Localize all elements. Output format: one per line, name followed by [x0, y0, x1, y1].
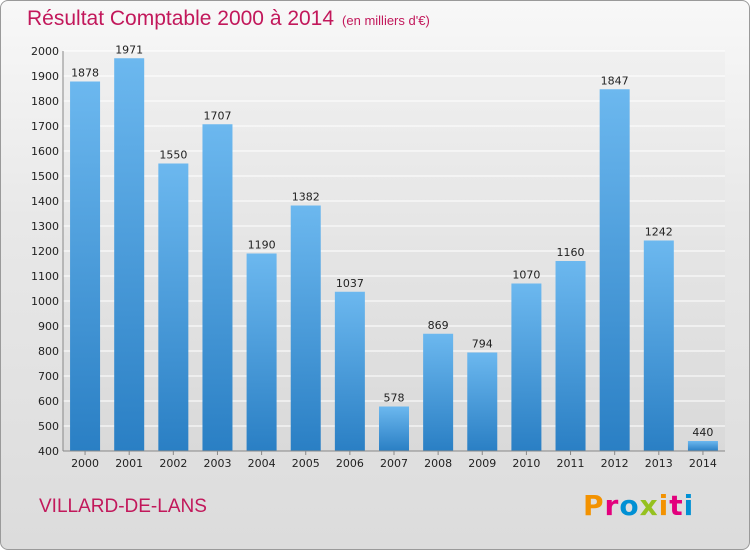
logo-letter: i — [658, 489, 670, 522]
x-tick-label: 2000 — [71, 457, 99, 470]
bar-2014[interactable] — [687, 441, 718, 451]
x-tick-label: 2003 — [203, 457, 231, 470]
bar-2009[interactable] — [467, 352, 498, 452]
y-axis: 400 500 600 700 800 900 1000 1100 1200 1300 1400 15… — [31, 45, 64, 458]
data-label-2009: 794 — [472, 338, 493, 351]
data-label-2007: 578 — [384, 392, 405, 405]
x-tick-label: 2010 — [512, 457, 540, 470]
x-tick-label: 2006 — [336, 457, 364, 470]
bar-2010[interactable] — [511, 283, 542, 452]
logo-letter: o — [619, 489, 640, 522]
y-tick-label: 700 — [38, 370, 59, 383]
bar-2007[interactable] — [379, 406, 409, 452]
x-tick-label: 2007 — [380, 457, 408, 470]
bar-2003[interactable] — [202, 124, 233, 451]
x-axis: 2000 2001 2002 2003 2004 2005 2006 2007 2008 2009… — [63, 450, 725, 470]
y-tick-label: 1500 — [31, 170, 59, 183]
data-label-2014: 440 — [692, 426, 713, 439]
bar-2008[interactable] — [423, 333, 454, 451]
logo-letter: x — [639, 489, 659, 522]
y-tick-label: 1600 — [31, 145, 59, 158]
data-label-2003: 1707 — [203, 109, 231, 122]
y-tick-label: 1700 — [31, 120, 59, 133]
y-tick-label: 400 — [38, 445, 59, 458]
x-tick-label: 2005 — [292, 457, 320, 470]
y-tick-label: 1800 — [31, 95, 59, 108]
y-tick-label: 800 — [38, 345, 59, 358]
x-tick-label: 2012 — [601, 457, 629, 470]
y-tick-label: 1000 — [31, 295, 59, 308]
data-label-2001: 1971 — [115, 43, 143, 56]
bar-2011[interactable] — [555, 261, 586, 451]
x-tick-label: 2014 — [689, 457, 717, 470]
y-tick-label: 1300 — [31, 220, 59, 233]
data-label-2013: 1242 — [645, 226, 673, 239]
data-label-2008: 869 — [428, 319, 449, 332]
y-tick-label: 600 — [38, 395, 59, 408]
data-label-2004: 1190 — [248, 239, 276, 252]
y-tick-label: 900 — [38, 320, 59, 333]
y-tick-label: 1100 — [31, 270, 59, 283]
bar-2001[interactable] — [114, 58, 145, 451]
bar-2012[interactable] — [599, 89, 630, 451]
chart-subtitle: (en milliers d'€) — [342, 13, 430, 28]
data-label-2002: 1550 — [159, 149, 187, 162]
proxiti-logo[interactable]: Proxiti — [583, 489, 694, 522]
x-tick-label: 2004 — [248, 457, 276, 470]
chart-title: Résultat Comptable 2000 à 2014 (en millie… — [27, 7, 430, 30]
bars: 1878 1971 1550 1707 1190 1382 1037 578 869 794 107… — [70, 43, 718, 451]
logo-letter: r — [604, 489, 620, 522]
y-tick-label: 1900 — [31, 70, 59, 83]
data-label-2005: 1382 — [292, 191, 320, 204]
x-tick-label: 2002 — [159, 457, 187, 470]
x-tick-label: 2013 — [645, 457, 673, 470]
y-tick-label: 1400 — [31, 195, 59, 208]
x-tick-label: 2011 — [557, 457, 585, 470]
data-label-2000: 1878 — [71, 67, 99, 80]
bar-2005[interactable] — [290, 205, 321, 452]
logo-letter: P — [583, 489, 605, 522]
bar-2006[interactable] — [334, 291, 365, 451]
y-tick-label: 1200 — [31, 245, 59, 258]
bar-2004[interactable] — [246, 253, 277, 452]
data-label-2010: 1070 — [512, 269, 540, 282]
city-name: VILLARD-DE-LANS — [39, 496, 207, 517]
data-label-2011: 1160 — [557, 246, 585, 259]
y-tick-label: 2000 — [31, 45, 59, 58]
logo-letter: i — [683, 489, 695, 522]
bar-2002[interactable] — [158, 163, 189, 452]
x-tick-label: 2001 — [115, 457, 143, 470]
y-tick-label: 500 — [38, 420, 59, 433]
bar-2000[interactable] — [70, 81, 101, 452]
x-tick-label: 2009 — [468, 457, 496, 470]
bar-2013[interactable] — [643, 240, 674, 452]
data-label-2006: 1037 — [336, 277, 364, 290]
x-tick-label: 2008 — [424, 457, 452, 470]
data-label-2012: 1847 — [601, 74, 629, 87]
logo-letter: t — [669, 489, 684, 522]
